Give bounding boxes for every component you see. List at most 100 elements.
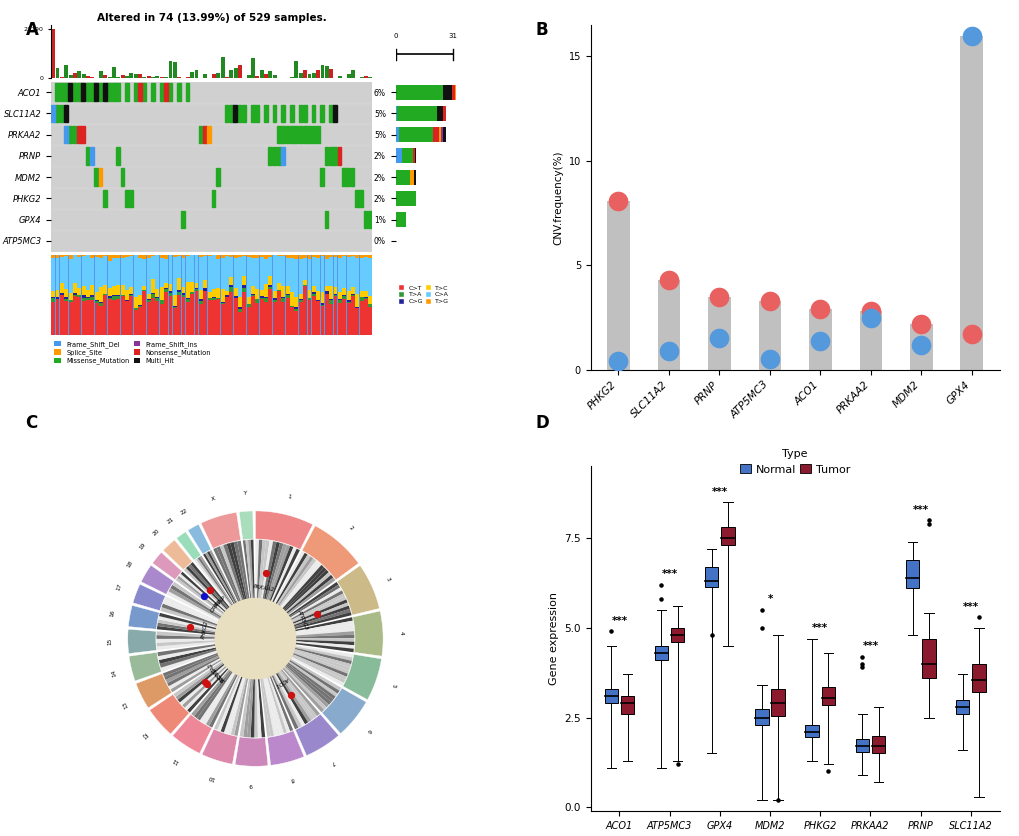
Bar	[190, 293, 194, 334]
Polygon shape	[159, 613, 216, 630]
Bar	[281, 302, 285, 334]
Bar	[159, 84, 163, 101]
Bar	[142, 84, 146, 101]
Point	[199, 677, 215, 691]
Polygon shape	[251, 540, 255, 598]
Point	[853, 657, 869, 670]
Polygon shape	[157, 626, 215, 635]
Point	[963, 28, 979, 42]
Bar	[125, 257, 128, 290]
Polygon shape	[220, 677, 243, 732]
Bar	[233, 258, 237, 288]
Polygon shape	[282, 565, 324, 609]
Bar	[276, 147, 280, 165]
Bar	[268, 147, 272, 165]
Bar	[921, 639, 934, 678]
Bar	[346, 300, 351, 302]
Bar	[351, 294, 355, 295]
Bar	[285, 126, 289, 143]
Bar	[60, 84, 63, 101]
Bar	[243, 285, 246, 288]
Bar	[185, 84, 190, 101]
Bar	[325, 291, 328, 293]
Polygon shape	[296, 631, 354, 637]
Bar	[68, 84, 72, 101]
Bar	[51, 168, 372, 186]
Bar	[268, 276, 272, 285]
Bar	[351, 287, 355, 294]
Bar	[138, 307, 142, 334]
Bar	[289, 308, 293, 334]
Bar	[329, 299, 333, 300]
Bar	[125, 255, 128, 257]
Bar	[103, 256, 107, 285]
Bar	[185, 256, 190, 283]
Polygon shape	[291, 655, 345, 683]
Polygon shape	[136, 674, 171, 708]
Bar	[212, 74, 216, 79]
Bar	[364, 299, 368, 334]
Bar	[303, 280, 307, 285]
Bar	[164, 258, 168, 283]
Bar	[120, 168, 124, 186]
Point	[753, 604, 769, 617]
Bar	[303, 286, 307, 334]
Bar	[342, 255, 345, 256]
Bar	[243, 256, 246, 277]
Bar	[129, 190, 132, 207]
Bar	[212, 190, 215, 207]
Bar	[51, 147, 372, 165]
Bar	[303, 285, 307, 286]
Bar	[312, 292, 316, 294]
Bar	[255, 289, 259, 298]
Bar	[289, 126, 293, 143]
Polygon shape	[258, 540, 266, 598]
Text: 18: 18	[126, 560, 135, 568]
Bar	[264, 298, 268, 302]
Polygon shape	[286, 664, 333, 702]
Text: ***: ***	[912, 505, 928, 515]
Bar	[212, 300, 216, 334]
Polygon shape	[288, 661, 337, 696]
Polygon shape	[269, 546, 293, 601]
Polygon shape	[168, 588, 220, 619]
Polygon shape	[243, 679, 252, 737]
Bar	[116, 147, 120, 165]
Bar	[293, 126, 298, 143]
Bar	[95, 303, 99, 334]
Polygon shape	[157, 645, 215, 656]
Bar	[82, 301, 86, 334]
Bar	[289, 255, 293, 258]
Polygon shape	[293, 650, 350, 670]
Bar	[364, 291, 368, 297]
Bar	[229, 257, 233, 278]
Polygon shape	[282, 668, 324, 712]
Bar	[60, 283, 64, 293]
Polygon shape	[209, 550, 237, 603]
Bar	[177, 290, 181, 292]
Polygon shape	[342, 655, 381, 700]
Polygon shape	[224, 677, 244, 733]
Polygon shape	[223, 544, 244, 600]
Polygon shape	[291, 657, 343, 686]
Bar	[325, 258, 328, 286]
Polygon shape	[292, 596, 345, 623]
Bar	[247, 255, 251, 257]
Bar	[147, 293, 151, 299]
Bar	[86, 290, 90, 297]
Text: 15: 15	[107, 638, 112, 645]
Bar	[233, 296, 237, 298]
Bar	[654, 645, 667, 660]
Bar	[120, 285, 124, 294]
Bar	[360, 291, 363, 297]
Bar	[195, 283, 199, 288]
Bar	[398, 127, 432, 142]
Bar	[77, 297, 82, 334]
Bar	[395, 106, 396, 121]
Bar	[95, 293, 99, 299]
Bar	[51, 255, 55, 258]
Bar	[294, 307, 299, 308]
Polygon shape	[278, 557, 313, 605]
Bar	[155, 288, 159, 298]
Polygon shape	[226, 543, 245, 599]
